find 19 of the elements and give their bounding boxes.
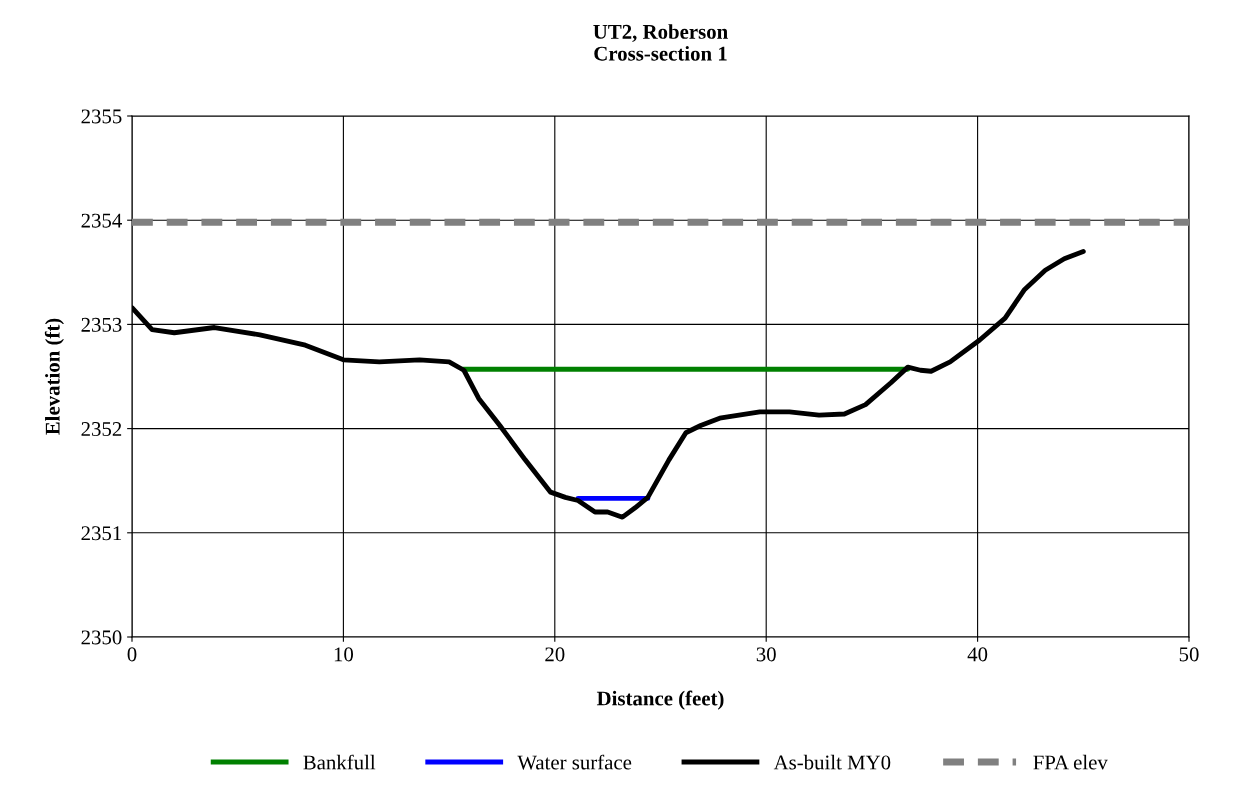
- y-tick-label: 2353: [81, 317, 122, 332]
- legend-label: FPA elev: [1033, 754, 1108, 770]
- chart-title: UT2, Roberson Cross-section 1: [593, 24, 728, 61]
- x-tick-label: 0: [127, 647, 137, 662]
- y-tick-label: 2355: [81, 109, 122, 124]
- legend-label: Bankfull: [303, 754, 376, 770]
- x-tick-label: 20: [545, 647, 565, 662]
- y-axis-title: Elevation (ft): [44, 318, 64, 435]
- x-axis-title: Distance (feet): [596, 690, 724, 710]
- x-tick-label: 40: [967, 647, 988, 662]
- x-tick-label: 50: [1179, 647, 1199, 662]
- legend-label: Water surface: [517, 754, 632, 770]
- y-tick-label: 2354: [81, 213, 122, 228]
- y-tick-label: 2352: [81, 422, 122, 437]
- x-tick-label: 10: [334, 647, 354, 662]
- legend-label: As-built MY0: [773, 754, 891, 770]
- y-tick-label: 2350: [81, 630, 122, 645]
- x-tick-label: 30: [756, 647, 776, 662]
- y-tick-label: 2351: [81, 526, 122, 541]
